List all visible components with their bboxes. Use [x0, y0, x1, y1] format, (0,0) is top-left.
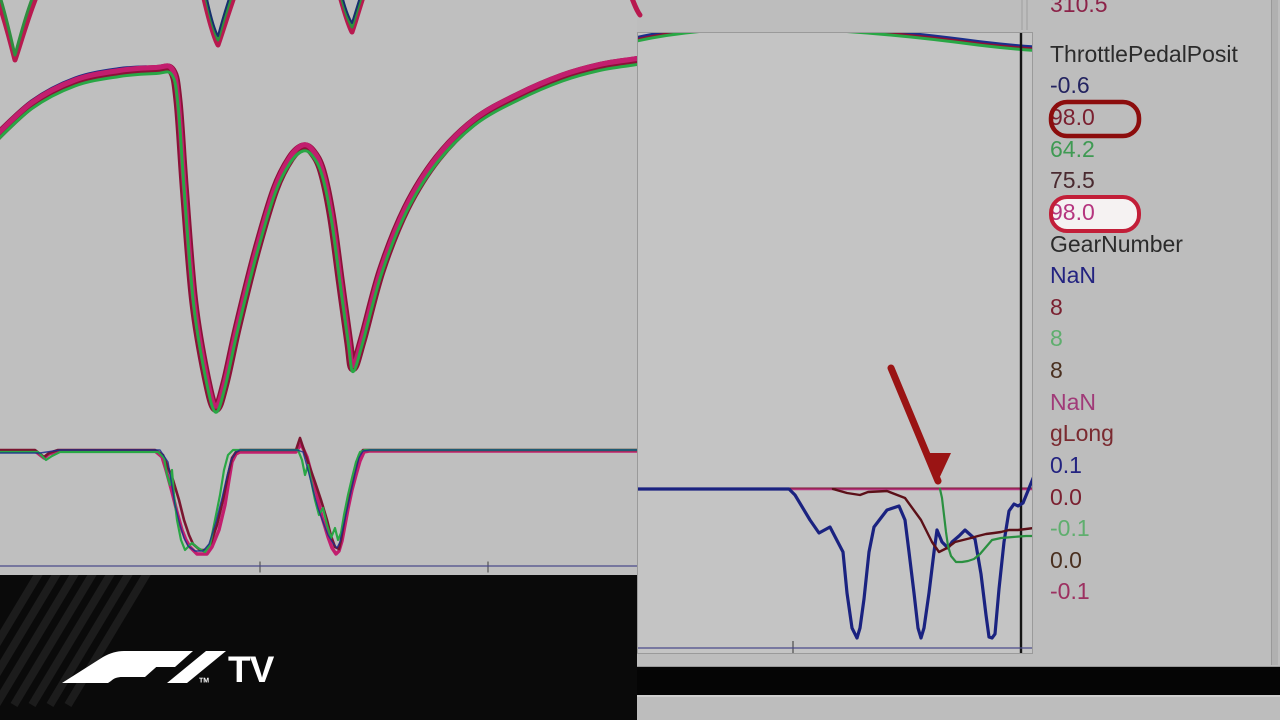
svg-text:TM: TM: [199, 678, 209, 685]
svg-text:TV: TV: [228, 649, 275, 690]
